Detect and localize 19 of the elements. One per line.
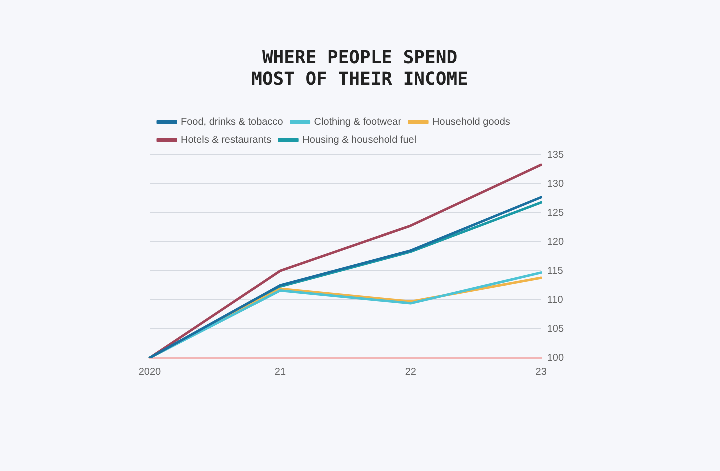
y-tick-label: 110	[547, 294, 564, 306]
x-tick-label: 2020	[138, 366, 162, 378]
y-tick-label: 125	[547, 208, 564, 219]
legend-label: Household goods	[432, 116, 510, 128]
y-tick-label: 105	[547, 324, 564, 335]
x-tick-label: 23	[536, 366, 548, 378]
y-tick-label: 135	[547, 150, 564, 161]
legend-label: Food, drinks & tobacco	[181, 116, 284, 128]
x-tick-label: 22	[405, 366, 417, 378]
legend-label: Hotels & restaurants	[181, 134, 272, 146]
text: MOST OF THEIR INCOME	[252, 69, 468, 90]
y-tick-label: 120	[547, 236, 564, 248]
y-tick-label: 100	[547, 352, 564, 364]
legend-label: Housing & household fuel	[302, 134, 417, 146]
text: WHERE PEOPLE SPEND	[262, 47, 458, 68]
legend-label: Clothing & footwear	[314, 116, 402, 128]
y-tick-label: 130	[547, 178, 564, 190]
x-tick-label: 21	[274, 366, 286, 378]
y-tick-label: 115	[547, 266, 564, 277]
